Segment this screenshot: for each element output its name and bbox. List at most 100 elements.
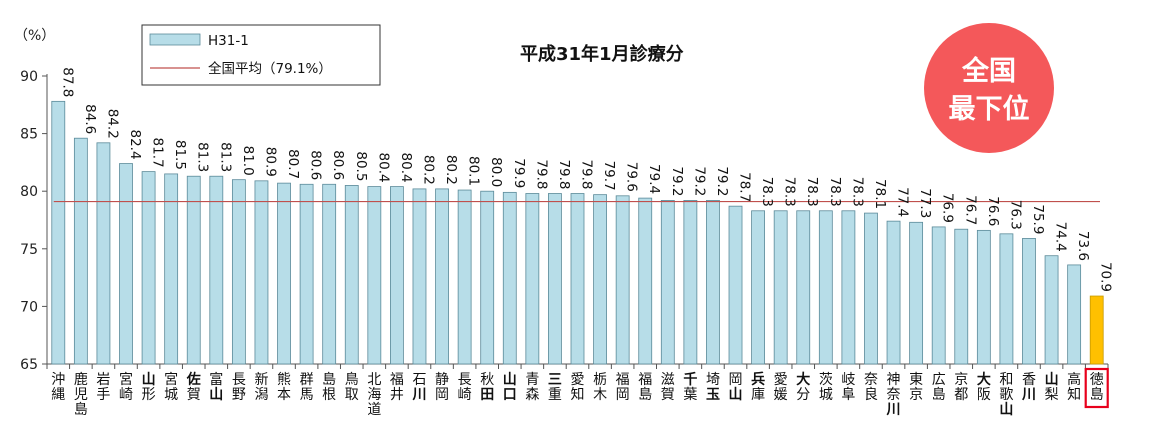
bar bbox=[254, 180, 269, 365]
value-label: 80.6 bbox=[330, 150, 346, 180]
category-label: 岡山 bbox=[729, 372, 743, 403]
bar bbox=[299, 183, 314, 365]
value-label: 76.3 bbox=[1007, 200, 1023, 230]
category-label: 青森 bbox=[525, 372, 539, 403]
bar bbox=[344, 185, 359, 365]
category-label: 佐賀 bbox=[186, 371, 201, 403]
value-label: 78.3 bbox=[782, 177, 798, 207]
value-label: 79.2 bbox=[691, 166, 707, 196]
value-label: 80.1 bbox=[466, 156, 482, 186]
bar bbox=[683, 200, 698, 365]
bar bbox=[999, 233, 1014, 365]
bar bbox=[660, 200, 675, 365]
value-label: 79.6 bbox=[624, 162, 640, 192]
bar bbox=[209, 175, 224, 365]
legend: H31-1 全国平均（79.1%） bbox=[141, 24, 381, 86]
bar bbox=[367, 186, 382, 365]
value-label: 79.8 bbox=[556, 159, 572, 189]
bar bbox=[796, 210, 811, 365]
bar bbox=[931, 226, 946, 365]
bars bbox=[51, 100, 1104, 365]
category-label: 秋田 bbox=[480, 372, 494, 403]
bar bbox=[435, 188, 449, 365]
highlight-frame bbox=[1084, 367, 1109, 409]
category-label: 滋賀 bbox=[661, 372, 675, 403]
category-label: 山梨 bbox=[1045, 372, 1059, 403]
category-label: 茨城 bbox=[819, 372, 833, 403]
category-label: 神奈川 bbox=[886, 372, 901, 418]
category-label: 島根 bbox=[322, 372, 336, 403]
axes: 65 70 75 80 85 90 bbox=[20, 69, 1109, 373]
bar bbox=[548, 193, 562, 365]
bar bbox=[186, 175, 201, 365]
bar bbox=[593, 194, 607, 365]
category-label: 山口 bbox=[503, 372, 517, 403]
bar bbox=[728, 205, 743, 365]
category-label: 岐阜 bbox=[841, 372, 855, 403]
category-label: 新潟 bbox=[254, 372, 268, 403]
category-label: 福井 bbox=[390, 372, 404, 403]
legend-average-label: 全国平均（79.1%） bbox=[208, 60, 332, 77]
value-label: 78.3 bbox=[804, 177, 820, 207]
bar bbox=[1022, 238, 1036, 365]
bar bbox=[909, 221, 924, 365]
value-label: 78.1 bbox=[872, 179, 888, 209]
category-label: 栃木 bbox=[593, 372, 607, 403]
category-label: 静岡 bbox=[435, 372, 449, 403]
category-label: 和歌山 bbox=[999, 372, 1013, 418]
category-label: 大分 bbox=[796, 371, 810, 403]
category-label: 東京 bbox=[909, 372, 923, 403]
value-label: 75.9 bbox=[1030, 204, 1046, 234]
bar bbox=[954, 228, 969, 365]
category-label: 大阪 bbox=[977, 371, 991, 403]
bar bbox=[818, 210, 833, 365]
value-label: 78.3 bbox=[849, 177, 865, 207]
value-label: 80.9 bbox=[262, 147, 278, 177]
category-label: 北海道 bbox=[367, 372, 381, 418]
category-label: 鹿児島 bbox=[74, 371, 88, 418]
category-label: 長崎 bbox=[458, 372, 472, 403]
value-label: 84.6 bbox=[82, 104, 98, 134]
bar bbox=[502, 191, 517, 365]
bar bbox=[390, 186, 404, 365]
value-label: 76.9 bbox=[940, 193, 956, 223]
bar bbox=[976, 229, 991, 365]
bar bbox=[277, 182, 291, 365]
value-label: 70.9 bbox=[1098, 262, 1114, 292]
category-label: 広島 bbox=[932, 372, 946, 403]
category-label: 石川 bbox=[411, 372, 426, 403]
value-label: 80.2 bbox=[420, 155, 436, 185]
value-label: 80.7 bbox=[285, 149, 301, 179]
value-label: 80.0 bbox=[488, 157, 504, 187]
category-label: 福岡 bbox=[616, 372, 630, 403]
bar bbox=[615, 195, 630, 365]
badge-circle bbox=[924, 23, 1054, 153]
bar bbox=[570, 193, 585, 365]
bar bbox=[96, 142, 111, 365]
value-label: 79.8 bbox=[533, 159, 549, 189]
y-tick-label: 70 bbox=[20, 299, 38, 315]
chart-title: 平成31年1月診療分 bbox=[520, 43, 684, 65]
value-label: 79.8 bbox=[579, 159, 595, 189]
value-label: 81.0 bbox=[240, 146, 256, 176]
y-axis-unit: （%） bbox=[14, 28, 55, 44]
category-label: 宮崎 bbox=[119, 372, 133, 403]
value-label: 79.4 bbox=[646, 164, 662, 194]
bar bbox=[1044, 255, 1059, 365]
value-label: 78.3 bbox=[759, 177, 775, 207]
badge-line-2: 最下位 bbox=[949, 93, 1030, 125]
bar bbox=[412, 188, 427, 365]
bar bbox=[231, 179, 246, 365]
bar bbox=[706, 200, 720, 365]
value-label: 79.2 bbox=[669, 166, 685, 196]
value-label: 79.9 bbox=[511, 158, 527, 188]
category-label: 鳥取 bbox=[345, 372, 359, 403]
bar bbox=[73, 137, 88, 365]
category-label: 徳島 bbox=[1090, 372, 1104, 403]
bar bbox=[141, 171, 156, 365]
value-label: 81.7 bbox=[150, 138, 166, 168]
value-label: 80.5 bbox=[353, 151, 369, 181]
legend-swatch-bar bbox=[149, 33, 201, 46]
